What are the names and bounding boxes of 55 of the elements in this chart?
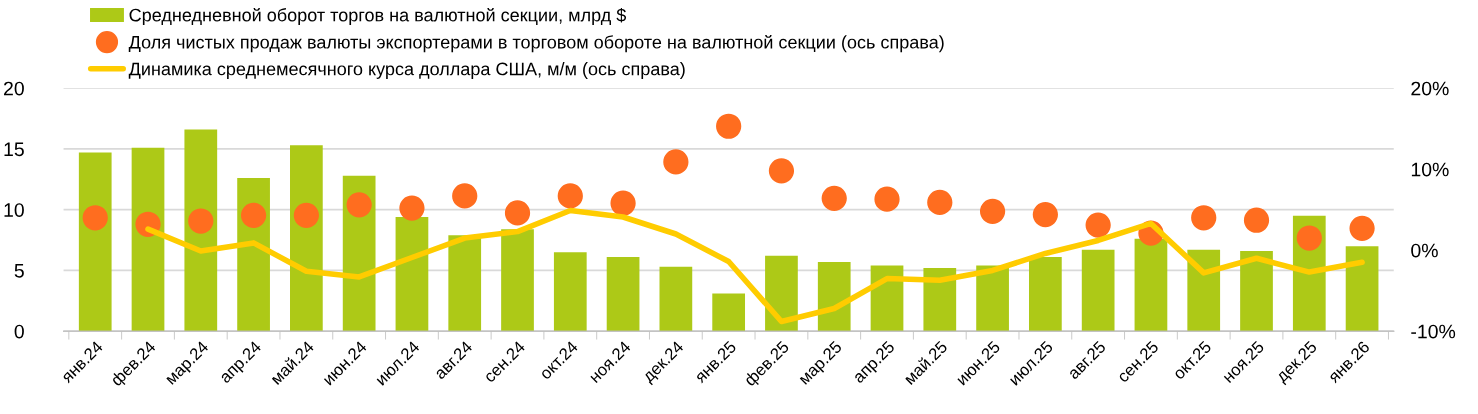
point <box>82 205 108 231</box>
point <box>979 198 1006 224</box>
bar <box>712 293 746 332</box>
bar <box>1134 238 1168 332</box>
y-tick-label: 0 <box>14 324 24 339</box>
bar <box>765 255 798 332</box>
bar <box>976 265 1009 332</box>
y2-tick-label: 20% <box>1411 81 1449 96</box>
legend-label: Динамика среднемесячного курса доллара США, м/м (ось справа) <box>128 62 685 79</box>
point <box>874 186 900 212</box>
bar <box>131 147 165 332</box>
point <box>716 113 742 139</box>
bar <box>923 268 957 332</box>
legend-label: Среднедневной оборот торгов на валютной секции, млрд $ <box>129 7 627 26</box>
y2-tick-label: 0% <box>1411 243 1438 258</box>
point <box>346 192 372 218</box>
point <box>293 202 319 228</box>
point <box>927 189 953 216</box>
y-tick-label: 15 <box>4 142 24 157</box>
point <box>768 158 795 184</box>
point <box>1085 212 1111 238</box>
point <box>399 195 425 221</box>
point <box>1191 205 1217 231</box>
y-tick-label: 10 <box>4 203 24 217</box>
bar <box>184 129 218 332</box>
bar <box>606 257 640 332</box>
bar <box>1240 251 1273 332</box>
y2-tick-label: 10% <box>1411 162 1449 177</box>
y-tick-label: 5 <box>14 264 24 278</box>
legend-label: Доля чистых продаж валюты экспортерами в торговом обороте на валютной секции (ось справа) <box>128 35 944 53</box>
point <box>821 185 847 211</box>
y2-tick-label: -10% <box>1411 324 1456 339</box>
point <box>663 149 689 175</box>
point <box>504 200 531 226</box>
point <box>1243 207 1270 233</box>
bar <box>1345 246 1379 332</box>
bar <box>659 266 693 332</box>
point <box>188 208 214 234</box>
point <box>452 183 478 209</box>
point <box>557 183 583 209</box>
bar <box>1187 249 1221 332</box>
point <box>1349 215 1375 241</box>
point <box>1032 201 1058 228</box>
bar <box>817 261 851 332</box>
bar <box>501 229 534 332</box>
bar <box>1029 257 1062 332</box>
point <box>610 190 636 216</box>
bar <box>553 252 587 332</box>
point <box>1296 225 1322 251</box>
bar <box>78 152 112 332</box>
y-tick-label: 20 <box>4 81 24 96</box>
bar <box>395 216 429 332</box>
point <box>240 202 267 228</box>
bar <box>1081 249 1115 332</box>
bar <box>448 235 482 332</box>
